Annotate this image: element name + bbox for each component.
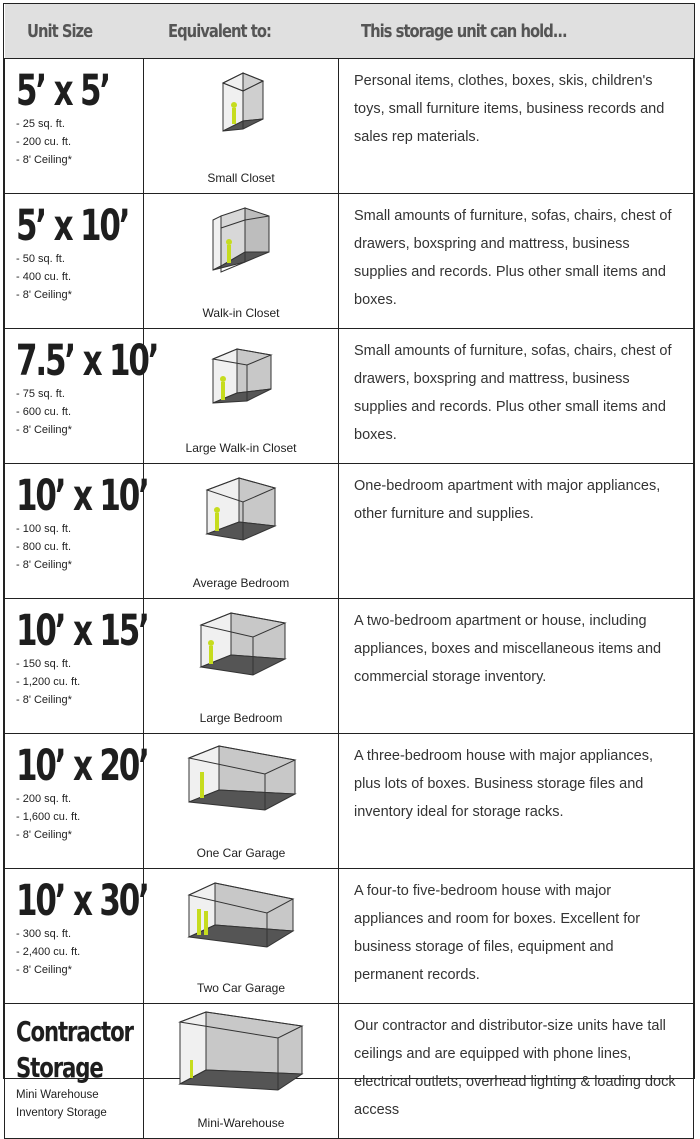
spec-type: Mini Warehouse <box>16 1089 99 1101</box>
small-closet-icon <box>221 72 265 132</box>
equivalent-label: Large Bedroom <box>199 711 283 725</box>
header-can-hold: This storage unit can hold... <box>338 4 694 59</box>
unit-size-cell: 10’ x 10’ - 100 sq. ft. - 800 cu. ft. - … <box>4 463 150 599</box>
unit-description: One-bedroom apartment with major applian… <box>338 463 694 599</box>
unit-size-cell: Contractor Storage Mini Warehouse Invent… <box>4 1003 144 1139</box>
spec-sqft: - 25 sq. ft. <box>16 118 65 130</box>
unit-specs: - 100 sq. ft. - 800 cu. ft. - 8' Ceiling… <box>16 520 143 574</box>
table-row: 10’ x 15’ - 150 sq. ft. - 1,200 cu. ft. … <box>4 598 694 734</box>
spec-sqft: - 75 sq. ft. <box>16 388 65 400</box>
header-can-hold-label: This storage unit can hold... <box>360 20 568 42</box>
spec-ceiling: - 8' Ceiling* <box>16 424 72 436</box>
unit-size-table: Unit Size Equivalent to: This storage un… <box>4 4 694 1139</box>
one-car-garage-icon <box>187 745 297 811</box>
spec-use: Inventory Storage <box>16 1107 107 1119</box>
unit-size-cell: 7.5’ x 10’ - 75 sq. ft. - 600 cu. ft. - … <box>4 328 160 464</box>
unit-size-cell: 5’ x 10’ - 50 sq. ft. - 400 cu. ft. - 8'… <box>4 193 144 329</box>
average-bedroom-icon <box>205 477 277 541</box>
unit-description: A two-bedroom apartment or house, includ… <box>338 598 694 734</box>
unit-description: Personal items, clothes, boxes, skis, ch… <box>338 58 694 194</box>
unit-specs: - 300 sq. ft. - 2,400 cu. ft. - 8' Ceili… <box>16 925 143 979</box>
equivalent-label: Mini-Warehouse <box>197 1116 285 1130</box>
spec-sqft: - 300 sq. ft. <box>16 928 72 940</box>
unit-size-cell: 10’ x 30’ - 300 sq. ft. - 2,400 cu. ft. … <box>4 868 150 1004</box>
equivalent-cell: Small Closet <box>143 58 339 194</box>
unit-size-cell: 10’ x 20’ - 200 sq. ft. - 1,600 cu. ft. … <box>4 733 150 869</box>
storage-size-table: Unit Size Equivalent to: This storage un… <box>3 3 695 1139</box>
equivalent-cell: Average Bedroom <box>143 463 339 599</box>
unit-size-title: 10’ x 30’ <box>16 876 150 926</box>
spec-cuft: - 1,600 cu. ft. <box>16 811 81 823</box>
unit-size-title: 10’ x 20’ <box>16 741 150 791</box>
unit-size-title: 7.5’ x 10’ <box>16 336 160 386</box>
two-car-garage-icon <box>187 882 295 948</box>
equivalent-label: Average Bedroom <box>192 576 290 590</box>
unit-specs: Mini Warehouse Inventory Storage <box>16 1086 143 1122</box>
spec-cuft: - 400 cu. ft. <box>16 271 72 283</box>
unit-description: A four-to five-bedroom house with major … <box>338 868 694 1004</box>
equivalent-label: Small Closet <box>207 171 275 185</box>
table-header-row: Unit Size Equivalent to: This storage un… <box>4 4 694 59</box>
unit-size-cell: 10’ x 15’ - 150 sq. ft. - 1,200 cu. ft. … <box>4 598 150 734</box>
unit-specs: - 75 sq. ft. - 600 cu. ft. - 8' Ceiling* <box>16 385 143 439</box>
unit-specs: - 50 sq. ft. - 400 cu. ft. - 8' Ceiling* <box>16 250 143 304</box>
unit-size-title: 5’ x 10’ <box>16 201 131 251</box>
table-row: Contractor Storage Mini Warehouse Invent… <box>4 1003 694 1139</box>
spec-ceiling: - 8' Ceiling* <box>16 559 72 571</box>
unit-description: Our contractor and distributor-size unit… <box>338 1003 694 1139</box>
unit-size-cell: 5’ x 5’ - 25 sq. ft. - 200 cu. ft. - 8' … <box>4 58 144 194</box>
header-equivalent-label: Equivalent to: <box>167 20 272 42</box>
table-row: 7.5’ x 10’ - 75 sq. ft. - 600 cu. ft. - … <box>4 328 694 464</box>
large-bedroom-icon <box>199 612 287 676</box>
spec-cuft: - 2,400 cu. ft. <box>16 946 81 958</box>
unit-description: A three-bedroom house with major applian… <box>338 733 694 869</box>
large-walk-in-closet-icon <box>211 348 273 404</box>
unit-specs: - 150 sq. ft. - 1,200 cu. ft. - 8' Ceili… <box>16 655 143 709</box>
unit-size-title: 10’ x 15’ <box>16 606 150 656</box>
unit-description: Small amounts of furniture, sofas, chair… <box>338 193 694 329</box>
equivalent-cell: Large Walk-in Closet <box>143 328 339 464</box>
header-equivalent: Equivalent to: <box>143 4 339 59</box>
spec-ceiling: - 8' Ceiling* <box>16 694 72 706</box>
equivalent-cell: One Car Garage <box>143 733 339 869</box>
unit-size-title: 5’ x 5’ <box>16 66 111 116</box>
walk-in-closet-icon <box>212 207 270 273</box>
mini-warehouse-icon <box>178 1011 304 1091</box>
spec-sqft: - 100 sq. ft. <box>16 523 72 535</box>
table-row: 5’ x 5’ - 25 sq. ft. - 200 cu. ft. - 8' … <box>4 58 694 194</box>
table-row: 10’ x 10’ - 100 sq. ft. - 800 cu. ft. - … <box>4 463 694 599</box>
equivalent-label: Large Walk-in Closet <box>185 441 297 455</box>
spec-cuft: - 600 cu. ft. <box>16 406 72 418</box>
equivalent-label: Walk-in Closet <box>202 306 280 320</box>
spec-cuft: - 800 cu. ft. <box>16 541 72 553</box>
equivalent-label: Two Car Garage <box>196 981 286 995</box>
unit-specs: - 200 sq. ft. - 1,600 cu. ft. - 8' Ceili… <box>16 790 143 844</box>
equivalent-cell: Large Bedroom <box>143 598 339 734</box>
equivalent-label: One Car Garage <box>196 846 286 860</box>
spec-cuft: - 200 cu. ft. <box>16 136 72 148</box>
table-row: 10’ x 20’ - 200 sq. ft. - 1,600 cu. ft. … <box>4 733 694 869</box>
spec-ceiling: - 8' Ceiling* <box>16 289 72 301</box>
header-unit-size: Unit Size <box>4 4 144 59</box>
spec-ceiling: - 8' Ceiling* <box>16 154 72 166</box>
spec-cuft: - 1,200 cu. ft. <box>16 676 81 688</box>
spec-sqft: - 150 sq. ft. <box>16 658 72 670</box>
spec-ceiling: - 8' Ceiling* <box>16 964 72 976</box>
spec-sqft: - 200 sq. ft. <box>16 793 72 805</box>
table-row: 5’ x 10’ - 50 sq. ft. - 400 cu. ft. - 8'… <box>4 193 694 329</box>
equivalent-cell: Mini-Warehouse <box>143 1003 339 1139</box>
unit-size-title-line-2: Storage <box>16 1051 104 1084</box>
header-unit-size-label: Unit Size <box>26 20 93 42</box>
unit-size-title-line-1: Contractor <box>16 1015 134 1048</box>
spec-ceiling: - 8' Ceiling* <box>16 829 72 841</box>
unit-size-title: 10’ x 10’ <box>16 471 150 521</box>
unit-specs: - 25 sq. ft. - 200 cu. ft. - 8' Ceiling* <box>16 115 143 169</box>
table-row: 10’ x 30’ - 300 sq. ft. - 2,400 cu. ft. … <box>4 868 694 1004</box>
equivalent-cell: Two Car Garage <box>143 868 339 1004</box>
equivalent-cell: Walk-in Closet <box>143 193 339 329</box>
spec-sqft: - 50 sq. ft. <box>16 253 65 265</box>
unit-description: Small amounts of furniture, sofas, chair… <box>338 328 694 464</box>
